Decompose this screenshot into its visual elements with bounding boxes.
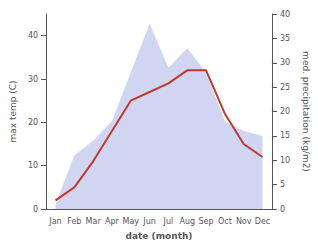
svg-text:Mar: Mar xyxy=(86,217,102,226)
svg-text:40: 40 xyxy=(280,10,290,19)
svg-text:25: 25 xyxy=(280,83,290,92)
svg-text:Feb: Feb xyxy=(67,217,81,226)
svg-text:0: 0 xyxy=(280,205,285,214)
svg-text:20: 20 xyxy=(28,118,38,127)
svg-text:Apr: Apr xyxy=(105,217,120,226)
svg-text:max temp (C): max temp (C) xyxy=(8,80,18,142)
svg-text:May: May xyxy=(122,217,139,226)
svg-text:5: 5 xyxy=(280,180,285,189)
svg-text:10: 10 xyxy=(28,161,38,170)
svg-text:20: 20 xyxy=(280,107,290,116)
svg-text:Jan: Jan xyxy=(48,217,61,226)
svg-text:Oct: Oct xyxy=(218,217,232,226)
svg-text:Aug: Aug xyxy=(179,217,195,226)
svg-text:30: 30 xyxy=(28,75,38,84)
svg-text:Nov: Nov xyxy=(236,217,252,226)
svg-text:15: 15 xyxy=(280,131,290,140)
svg-text:Jul: Jul xyxy=(163,217,174,226)
svg-text:30: 30 xyxy=(280,58,290,67)
svg-text:Jun: Jun xyxy=(142,217,156,226)
svg-text:0: 0 xyxy=(33,205,38,214)
svg-text:Sep: Sep xyxy=(199,217,214,226)
svg-text:date (month): date (month) xyxy=(126,231,193,241)
svg-text:Dec: Dec xyxy=(255,217,270,226)
svg-text:med. precipitation (kg/m2): med. precipitation (kg/m2) xyxy=(301,51,311,172)
svg-text:10: 10 xyxy=(280,156,290,165)
svg-text:35: 35 xyxy=(280,34,290,43)
svg-text:40: 40 xyxy=(28,31,38,40)
